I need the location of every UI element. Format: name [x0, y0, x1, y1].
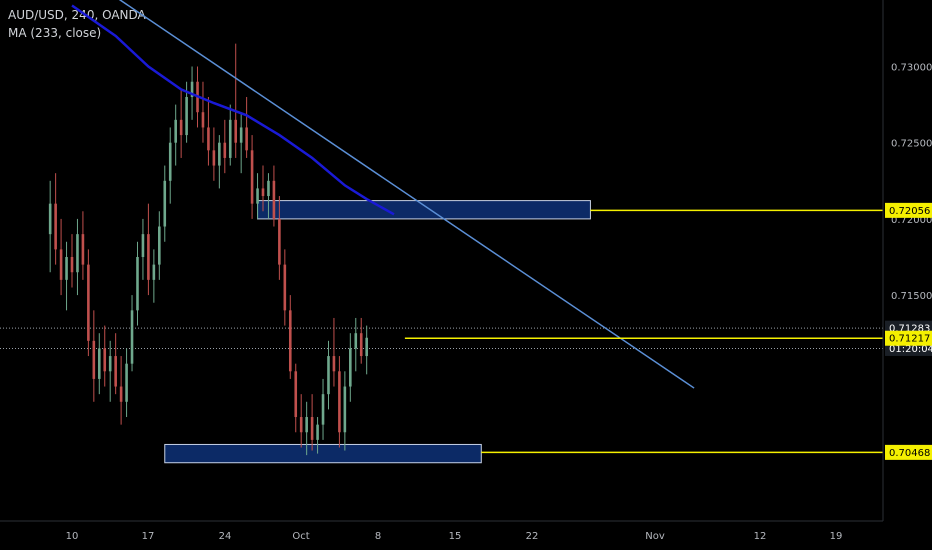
time-tick-label: 24: [219, 531, 232, 542]
time-tick-label: 17: [142, 531, 155, 542]
candle-body: [278, 218, 281, 265]
candle-body: [185, 96, 188, 136]
candle-body: [152, 264, 156, 280]
candle-body: [283, 264, 287, 311]
candle-body: [158, 226, 161, 265]
candle-body: [365, 337, 368, 357]
candle-body: [163, 180, 167, 227]
time-tick-label: 22: [526, 531, 539, 542]
zone-box: [257, 200, 591, 220]
candle-body: [114, 356, 117, 387]
candle-body: [327, 356, 330, 395]
candle-body: [136, 257, 139, 311]
time-tick-label: 12: [754, 531, 767, 542]
candle-body: [190, 81, 194, 97]
candle-body: [359, 333, 363, 357]
candle-body: [103, 348, 107, 372]
candle-body: [316, 424, 319, 440]
grid-layer: [0, 327, 883, 349]
candle-body: [147, 234, 150, 280]
candle-body: [234, 119, 238, 143]
candle-body: [48, 203, 52, 235]
candle-body: [338, 371, 341, 433]
price-tick-label: 0.72000: [891, 215, 932, 226]
candle-body: [179, 119, 183, 136]
time-tick-label: 10: [66, 531, 79, 542]
candle-body: [218, 142, 221, 166]
line-layer: [71, 0, 695, 389]
price-tag-label: 0.72056: [889, 206, 930, 217]
candle-body: [267, 180, 270, 197]
candle-body: [87, 264, 90, 341]
moving-average-line: [71, 4, 395, 216]
candle-body: [272, 180, 276, 219]
candle-body: [70, 257, 74, 273]
price-tag-box: [885, 330, 932, 346]
candle-body: [261, 188, 265, 197]
chart-legend: AUD/USD, 240, OANDA MA (233, close): [8, 6, 146, 42]
symbol-label[interactable]: AUD/USD, 240, OANDA: [8, 8, 146, 22]
candle-body: [141, 234, 145, 257]
candle-body: [125, 363, 128, 402]
candle-body: [239, 127, 243, 143]
candle-body: [288, 310, 292, 372]
candle-body: [65, 257, 68, 280]
candle-body: [245, 127, 248, 151]
candle-body: [108, 356, 112, 372]
candle-body: [130, 310, 134, 364]
candle-body: [332, 356, 336, 372]
price-tag-label: 0.71283: [889, 324, 930, 335]
time-tick-label: Nov: [645, 531, 665, 542]
candle-body: [343, 386, 347, 433]
candle-body: [92, 340, 96, 379]
zone-box: [164, 443, 482, 464]
candle-body: [256, 188, 259, 204]
candle-body: [223, 142, 227, 158]
candle-body: [310, 417, 314, 440]
candle-layer: [48, 43, 368, 456]
candle-body: [212, 150, 216, 166]
candle-body: [168, 142, 172, 181]
price-tick-label: 0.73000: [891, 63, 932, 74]
level-layer: [404, 209, 883, 454]
candle-body: [294, 371, 298, 418]
candle-body: [119, 386, 123, 402]
candle-body: [305, 417, 308, 433]
price-tag-label: 01:20:04: [889, 344, 932, 355]
price-tag-label: 0.70468: [889, 448, 930, 459]
candle-body: [321, 394, 325, 425]
time-tick-label: 19: [830, 531, 843, 542]
candle-body: [250, 150, 254, 204]
candle-body: [76, 234, 79, 273]
zone-layer: [164, 200, 591, 464]
price-tag-box: [885, 444, 932, 460]
candle-body: [174, 119, 177, 143]
price-tag-label: 0.71217: [889, 334, 930, 345]
candle-body: [299, 417, 303, 433]
time-tick-label: 8: [375, 531, 381, 542]
candle-body: [54, 203, 57, 250]
candle-body: [354, 333, 358, 349]
candle-body: [207, 127, 210, 151]
time-tick-label: 15: [449, 531, 462, 542]
price-tick-label: 0.72500: [891, 139, 932, 150]
trendline: [118, 0, 695, 389]
price-tag-box: [885, 202, 932, 218]
candle-body: [97, 348, 101, 379]
candle-body: [228, 119, 232, 158]
candle-body: [59, 249, 63, 280]
indicator-label[interactable]: MA (233, close): [8, 26, 102, 40]
candle-body: [201, 112, 205, 128]
candle-body: [81, 234, 85, 265]
candle-body: [349, 348, 352, 387]
time-tick-label: Oct: [292, 531, 309, 542]
price-tick-label: 0.71500: [891, 291, 932, 302]
